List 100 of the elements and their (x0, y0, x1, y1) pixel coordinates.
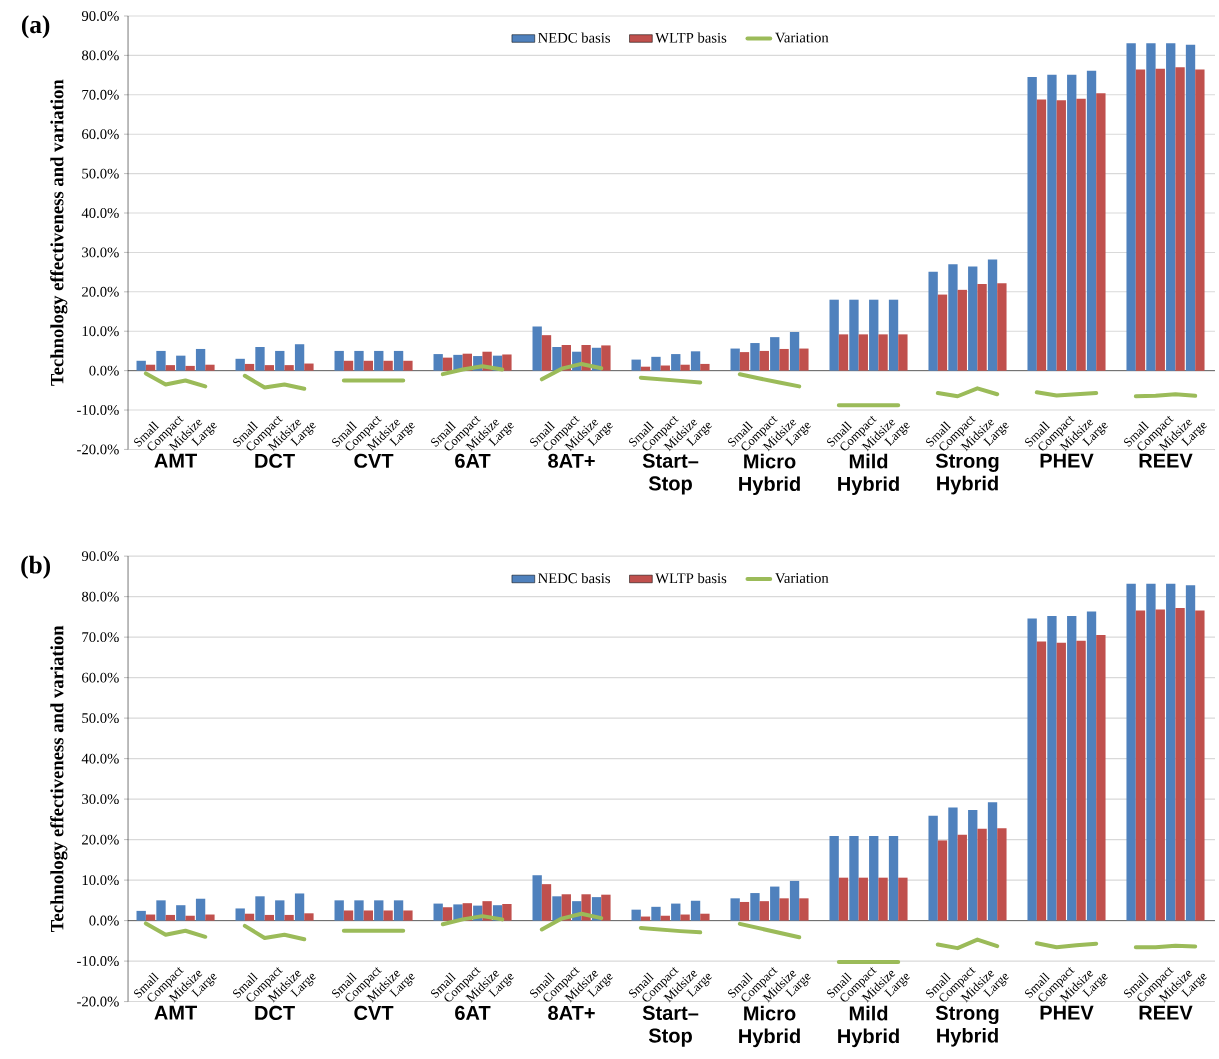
bar (393, 900, 404, 921)
bar (403, 360, 413, 371)
bar (433, 903, 443, 921)
bar (1086, 70, 1097, 371)
bar (779, 898, 789, 921)
bar (977, 283, 987, 371)
bar (255, 347, 265, 371)
legend-label: WLTP basis (655, 32, 727, 43)
bar (1047, 74, 1057, 371)
text: 8AT+ (548, 453, 595, 468)
bar (284, 365, 294, 371)
bar (1155, 609, 1165, 921)
bar (1027, 618, 1037, 921)
bar (838, 334, 849, 371)
bar (888, 299, 899, 371)
bar (1146, 583, 1156, 921)
bar (829, 299, 839, 371)
y-tick-label: 50.0% (82, 168, 119, 179)
bar (869, 299, 879, 371)
bar (869, 835, 879, 921)
bar (136, 360, 146, 371)
bar (541, 884, 552, 921)
bar (1086, 611, 1097, 921)
bar (759, 901, 769, 921)
text: Micro Hybrid (739, 1005, 800, 1048)
bar (363, 360, 373, 371)
y-tick-label: 80.0% (81, 50, 119, 61)
bar (799, 348, 809, 371)
bar (294, 344, 305, 371)
bar (977, 828, 987, 921)
bar (304, 913, 314, 921)
text: 6AT (455, 1005, 491, 1021)
y-tick-label: -10.0% (77, 956, 119, 967)
bar (779, 348, 789, 371)
bar (1067, 74, 1077, 371)
bar (651, 906, 661, 921)
text: DCT (255, 453, 295, 468)
bar (532, 875, 542, 921)
bar (1155, 68, 1165, 371)
bar (829, 835, 839, 921)
bar (354, 900, 364, 921)
bar (264, 914, 274, 921)
text: 8AT+ (548, 1005, 595, 1021)
bar (680, 364, 690, 371)
bar (541, 335, 552, 371)
text: Mild Hybrid (838, 453, 899, 496)
bar (1036, 99, 1047, 371)
bar (244, 363, 255, 371)
bar (997, 828, 1007, 921)
bar (631, 359, 641, 371)
bar (799, 898, 809, 921)
bar (1195, 610, 1205, 921)
bar (651, 356, 661, 371)
bar (1096, 635, 1106, 921)
bar (997, 283, 1007, 371)
bar (1126, 43, 1136, 371)
bar (898, 877, 908, 921)
text: Start– Stop (642, 1005, 699, 1047)
bar (690, 900, 701, 921)
bar (601, 894, 611, 921)
bar (205, 914, 215, 921)
bar (957, 834, 967, 921)
bar (275, 900, 285, 921)
bar (185, 365, 195, 371)
bar (671, 354, 681, 371)
y-tick-label: 40.0% (81, 753, 119, 764)
bar (343, 360, 354, 371)
y-axis-title: Technology effectiveness and variation (50, 625, 68, 933)
bar (363, 910, 373, 921)
bar (660, 915, 670, 921)
bar (968, 266, 978, 371)
bar (264, 365, 274, 371)
bar (304, 363, 314, 371)
y-tick-label: 70.0% (82, 632, 119, 643)
bar (1047, 616, 1057, 921)
bar (1166, 583, 1176, 921)
bar (987, 259, 998, 371)
bar (195, 348, 206, 371)
bar (937, 294, 948, 371)
bar (205, 364, 215, 371)
text: Micro Hybrid (739, 453, 800, 496)
bar (937, 840, 948, 921)
bar (1175, 608, 1185, 921)
bar (660, 365, 670, 371)
bar (145, 364, 156, 371)
legend-label: Variation (775, 32, 829, 43)
bar (1185, 44, 1196, 371)
bar (640, 366, 651, 371)
chart-title: (a) (21, 15, 50, 39)
y-tick-label: 10.0% (82, 875, 119, 886)
bar (1166, 43, 1176, 371)
bar (145, 914, 156, 921)
text: Mild Hybrid (838, 1005, 899, 1048)
bar (552, 347, 562, 371)
bar (1146, 43, 1156, 371)
y-tick-label: 60.0% (82, 129, 119, 140)
y-tick-label: 40.0% (81, 208, 119, 219)
bar (374, 900, 384, 921)
text: 6AT (455, 453, 491, 468)
bar (532, 326, 542, 371)
